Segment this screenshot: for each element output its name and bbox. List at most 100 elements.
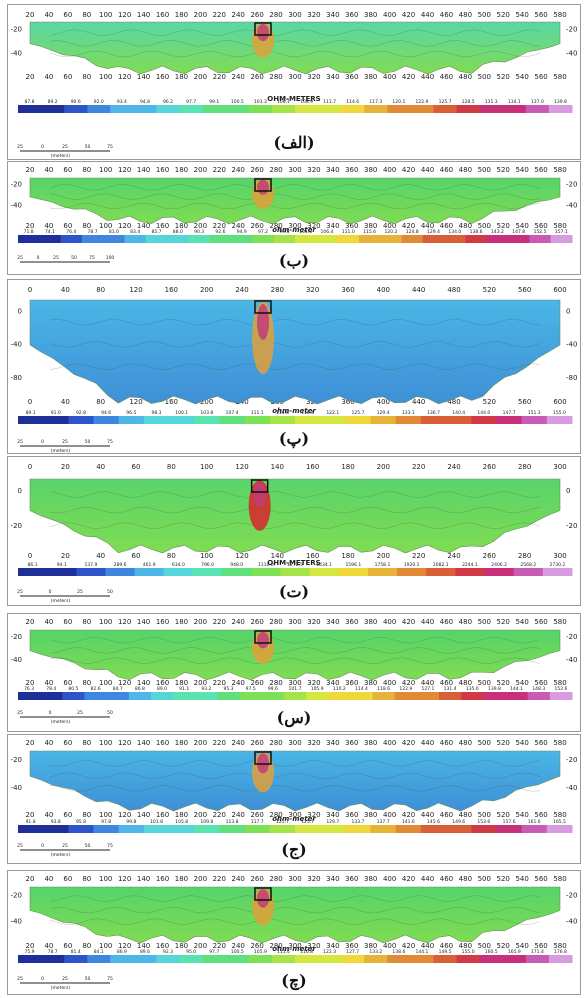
x-tick-label-bottom: 200 [194, 222, 207, 230]
x-tick-label-top: 180 [175, 11, 188, 19]
color-scale-value: 461.9 [143, 562, 156, 568]
color-scale-swatch [521, 825, 548, 833]
y-tick-label-left: -40 [11, 917, 22, 925]
x-tick-label-top: 280 [269, 875, 282, 883]
x-tick-label-bottom: 240 [232, 222, 245, 230]
x-tick-label-bottom: 520 [497, 811, 510, 819]
color-scale-swatch [93, 416, 120, 424]
color-scale-value: 84.7 [113, 686, 123, 692]
target-box [254, 751, 272, 765]
x-tick-label-bottom: 300 [288, 679, 301, 687]
panel-label: (پ) [278, 429, 310, 448]
panel-pe: 0040408080120120160160200200240240280280… [7, 279, 581, 454]
color-scale-swatch [546, 416, 573, 424]
color-scale-swatch [43, 825, 69, 833]
x-tick-label-top: 460 [440, 166, 453, 174]
color-scale-value: 98.3 [151, 410, 161, 416]
x-tick-label-top: 460 [440, 618, 453, 626]
x-tick-label-top: 120 [118, 618, 131, 626]
contour-line [49, 906, 541, 914]
x-tick-label-top: 160 [306, 463, 319, 471]
x-tick-label-top: 160 [165, 286, 178, 294]
color-scale-value: 105.8 [175, 819, 188, 825]
color-scale-swatch [345, 416, 372, 424]
target-box [250, 479, 269, 493]
x-tick-label-bottom: 220 [412, 552, 425, 560]
color-scale-swatch [118, 416, 145, 424]
x-tick-label-top: 40 [44, 875, 53, 883]
color-scale-value: 2244.1 [462, 562, 478, 568]
x-tick-label-top: 180 [175, 875, 188, 883]
scale-bar-unit: (meters) [51, 153, 71, 159]
resistivity-section-alef: 20 20 40 40 60 60 80 80 100 100 120 120 140 140 160 160… [11, 11, 578, 159]
x-tick-label-bottom: 220 [213, 73, 226, 81]
color-scale-value: 144.1 [510, 686, 523, 692]
x-tick-label-top: 80 [82, 875, 91, 883]
color-scale-value: 92.8 [76, 410, 86, 416]
x-tick-label-top: 500 [478, 739, 491, 747]
x-tick-label-bottom: 420 [402, 942, 415, 950]
y-tick-label-right: 0 [566, 307, 570, 315]
x-tick-label-bottom: 0 [28, 552, 32, 560]
color-scale-swatch [364, 955, 388, 963]
x-tick-label-top: 260 [250, 875, 263, 883]
color-scale-value: 137.0 [531, 99, 544, 105]
y-tick-label-left: -20 [11, 891, 22, 899]
color-scale-swatch [173, 692, 196, 700]
scale-bar-label: 25 [77, 710, 83, 716]
x-tick-label-top: 380 [364, 875, 377, 883]
color-scale-swatch [222, 568, 252, 576]
color-scale-value: 2568.2 [520, 562, 536, 568]
contour-line [49, 647, 541, 654]
color-scale-swatch [163, 568, 194, 576]
x-tick-label-top: 140 [137, 618, 150, 626]
color-scale-value: 122.1 [326, 410, 339, 416]
color-scale-swatch [502, 955, 527, 963]
color-scale-value: 149.6 [452, 819, 465, 825]
color-scale-swatch [18, 105, 42, 113]
x-tick-label-bottom: 420 [402, 73, 415, 81]
x-tick-label-top: 480 [459, 875, 472, 883]
x-tick-label-bottom: 540 [515, 811, 528, 819]
x-tick-label-top: 260 [250, 166, 263, 174]
color-scale-swatch [41, 955, 65, 963]
color-scale-swatch [209, 235, 232, 243]
color-scale-swatch [295, 825, 321, 833]
scale-bar-label: 50 [85, 976, 91, 982]
x-tick-label-top: 320 [307, 166, 320, 174]
x-tick-label-top: 420 [402, 166, 415, 174]
x-tick-label-bottom: 560 [534, 222, 547, 230]
x-tick-label-bottom: 60 [132, 552, 141, 560]
color-scale-swatch [194, 416, 220, 424]
color-scale-swatch [364, 105, 388, 113]
color-scale-swatch [202, 105, 227, 113]
color-scale-value: 91.0 [51, 410, 61, 416]
y-tick-label-left: -80 [11, 374, 22, 382]
color-scale-swatch [167, 235, 189, 243]
x-tick-label-top: 320 [307, 11, 320, 19]
color-scale-swatch [529, 235, 552, 243]
color-scale-value: 124.8 [406, 229, 419, 235]
x-tick-label-top: 100 [99, 11, 112, 19]
color-scale-value: 92.0 [94, 99, 104, 105]
color-scale-swatch [225, 105, 250, 113]
x-tick-label-top: 180 [175, 166, 188, 174]
color-scale-swatch [169, 825, 195, 833]
x-tick-label-bottom: 20 [26, 222, 35, 230]
color-scale-swatch [341, 955, 365, 963]
color-scale-value: 94.9 [237, 229, 247, 235]
x-tick-label-bottom: 260 [250, 222, 263, 230]
x-tick-label-top: 220 [213, 739, 226, 747]
y-tick-label-left: 0 [18, 487, 22, 495]
x-tick-label-top: 80 [82, 618, 91, 626]
x-tick-label-top: 360 [345, 618, 358, 626]
color-scale-value: 99.6 [268, 686, 278, 692]
color-scale-swatch [18, 825, 44, 833]
x-tick-label-bottom: 500 [478, 679, 491, 687]
color-scale-swatch [295, 105, 319, 113]
x-tick-label-bottom: 480 [459, 73, 472, 81]
x-tick-label-top: 500 [478, 11, 491, 19]
x-tick-label-bottom: 380 [364, 811, 377, 819]
x-tick-label-top: 600 [553, 286, 566, 294]
x-tick-label-bottom: 80 [82, 942, 91, 950]
